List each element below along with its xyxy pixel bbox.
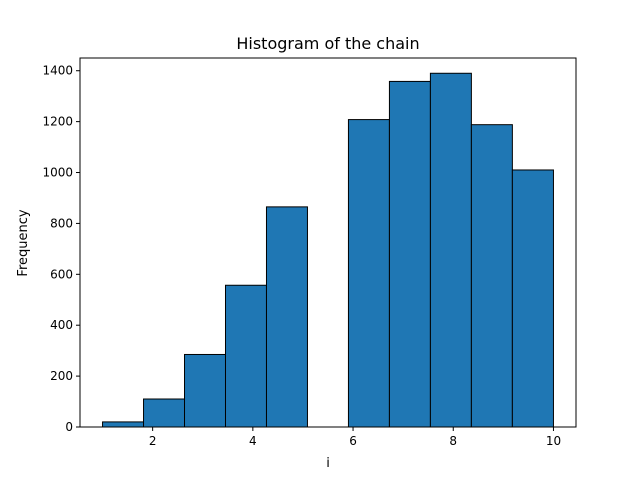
histogram-bar <box>143 398 186 428</box>
y-axis-label: Frequency <box>16 209 31 276</box>
x-tick-label: 4 <box>249 434 257 448</box>
y-tick-label: 0 <box>65 420 73 434</box>
x-tick-label: 8 <box>449 434 457 448</box>
x-tick-label: 10 <box>546 434 561 448</box>
y-tick-label: 400 <box>50 318 73 332</box>
y-tick-label: 600 <box>50 267 73 281</box>
x-axis-label: i <box>326 456 330 471</box>
y-tick-label: 800 <box>50 216 73 230</box>
histogram-bar <box>102 421 145 428</box>
histogram-bar <box>511 169 554 428</box>
histogram-bar <box>224 284 267 428</box>
y-tick-label: 1000 <box>42 166 73 180</box>
histogram-bar <box>347 119 390 428</box>
x-tick-label: 6 <box>349 434 357 448</box>
x-axis-ticks: 2 4 6 8 10 <box>149 427 561 448</box>
y-tick-label: 1400 <box>42 64 73 78</box>
histogram-bar <box>388 80 431 428</box>
histogram-bar <box>470 124 513 428</box>
histogram-bar <box>429 72 472 428</box>
y-tick-label: 1200 <box>42 115 73 129</box>
y-axis-ticks: 0 200 400 600 800 1000 1200 1400 <box>42 64 80 434</box>
y-tick-label: 200 <box>50 369 73 383</box>
x-tick-label: 2 <box>149 434 157 448</box>
histogram-bar <box>265 206 308 428</box>
chart-title: Histogram of the chain <box>236 34 419 53</box>
plot-frame <box>79 57 577 428</box>
bars-group <box>102 72 554 428</box>
histogram-bar <box>184 353 226 428</box>
